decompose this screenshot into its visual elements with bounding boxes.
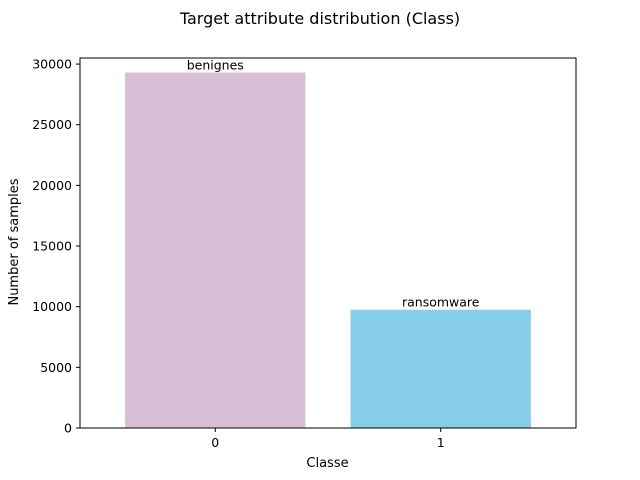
bar-label-0: benignes xyxy=(187,58,244,73)
x-tick-label-1: 1 xyxy=(437,435,445,450)
y-tick-label-25000: 25000 xyxy=(32,117,72,132)
plot-area: benignes ransomware 0 5000 10000 15000 20000 25… xyxy=(32,57,577,450)
bar-label-1: ransomware xyxy=(402,295,480,310)
x-tick-label-0: 0 xyxy=(211,435,219,450)
bar-0 xyxy=(125,72,306,429)
y-axis-label: Number of samples xyxy=(7,178,22,305)
y-tick-label-30000: 30000 xyxy=(32,57,72,72)
y-tick-label-15000: 15000 xyxy=(32,239,72,254)
y-tick-label-10000: 10000 xyxy=(32,299,72,314)
chart-title: Target attribute distribution (Class) xyxy=(179,9,460,28)
x-axis-label: Classe xyxy=(306,456,348,471)
y-tick-label-0: 0 xyxy=(64,421,72,436)
bar-1 xyxy=(350,309,531,428)
plot-frame xyxy=(79,57,577,429)
y-tick-label-20000: 20000 xyxy=(32,178,72,193)
y-tick-label-5000: 5000 xyxy=(40,360,72,375)
